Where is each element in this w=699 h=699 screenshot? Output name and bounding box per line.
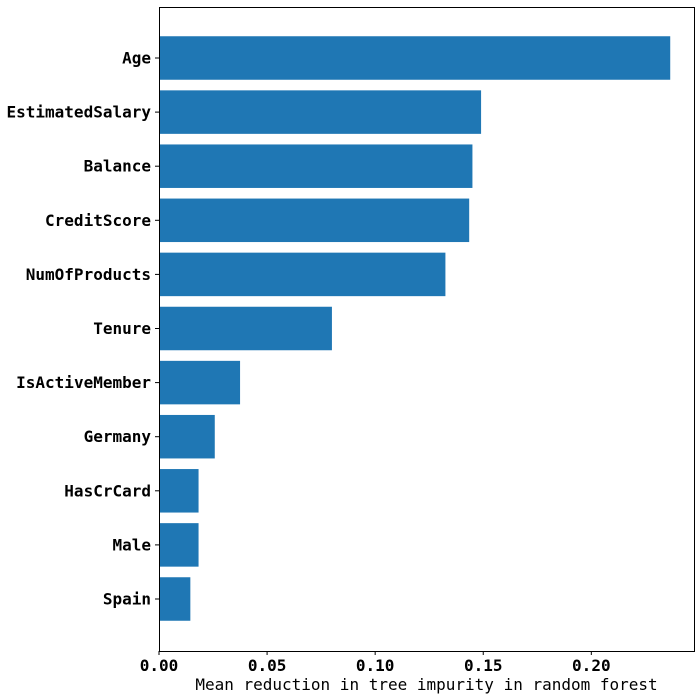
y-tick-label-isactivemember: IsActiveMember — [16, 373, 151, 392]
y-tick-label-balance: Balance — [84, 157, 151, 176]
x-tick-label: 0.15 — [464, 656, 503, 675]
x-axis-title: Mean reduction in tree impurity in rando… — [195, 675, 657, 694]
bar-isactivemember — [159, 360, 241, 405]
bar-germany — [159, 414, 215, 459]
bar-numofproducts — [159, 252, 446, 297]
x-tick-label: 0.10 — [356, 656, 395, 675]
y-tick-label-male: Male — [112, 535, 151, 554]
bar-estimatedsalary — [159, 90, 482, 134]
bar-hascrcard — [159, 469, 199, 513]
bar-tenure — [159, 306, 332, 351]
y-tick-label-hascrcard: HasCrCard — [64, 481, 151, 500]
y-tick-label-tenure: Tenure — [93, 319, 151, 338]
x-tick-label: 0.20 — [572, 656, 611, 675]
x-tick-label: 0.00 — [140, 656, 179, 675]
bar-male — [159, 523, 199, 567]
y-tick-label-age: Age — [122, 49, 151, 68]
y-tick-label-numofproducts: NumOfProducts — [26, 265, 151, 284]
bar-creditscore — [159, 198, 470, 243]
bars-group — [159, 36, 671, 621]
x-tick-label: 0.05 — [248, 656, 287, 675]
plot-frame — [159, 7, 695, 652]
y-tick-label-creditscore: CreditScore — [45, 211, 151, 230]
bar-spain — [159, 577, 191, 621]
y-tick-label-germany: Germany — [84, 427, 152, 446]
bar-balance — [159, 144, 473, 188]
x-ticks: 0.00 0.05 0.10 0.15 0.20 — [140, 651, 611, 675]
y-tick-label-estimatedsalary: EstimatedSalary — [7, 103, 152, 122]
y-tick-label-spain: Spain — [103, 590, 151, 609]
y-tick-labels: Age EstimatedSalary Balance CreditScore NumO… — [7, 49, 159, 609]
bar-age — [159, 36, 671, 80]
